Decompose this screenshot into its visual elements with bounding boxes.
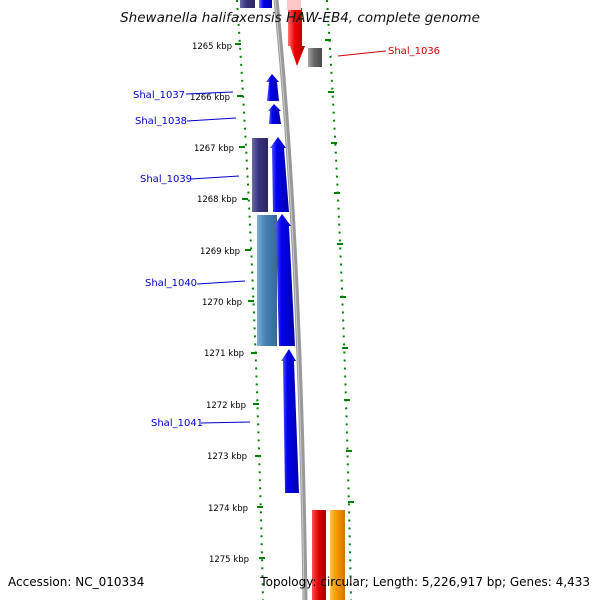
gene-block-top[interactable]: [259, 0, 272, 8]
genome-backbone-highlight: [274, 0, 305, 600]
gene-block-bottom-orange[interactable]: [330, 510, 345, 600]
cds-block-shal-1040[interactable]: [257, 215, 277, 346]
cds-block-top[interactable]: [240, 0, 255, 8]
tick-label-1270: 1270 kbp: [202, 298, 242, 308]
genome-summary-text: Topology: circular; Length: 5,226,917 bp…: [260, 575, 590, 589]
gene-top-shal-1036[interactable]: [287, 0, 301, 10]
cds-block-shal-1036[interactable]: [308, 48, 322, 67]
leader-line-shal-1038: [186, 117, 237, 122]
tick-label-1267: 1267 kbp: [194, 144, 234, 154]
tick-label-1269: 1269 kbp: [200, 247, 240, 257]
genome-title: Shewanella halifaxensis HAW-EB4, complet…: [120, 10, 480, 26]
leader-line-shal-1037: [185, 91, 234, 95]
accession-text: Accession: NC_010334: [8, 575, 145, 589]
tick-label-1268: 1268 kbp: [197, 195, 237, 205]
genome-backbone: [273, 0, 308, 600]
tick-label-1272: 1272 kbp: [206, 401, 246, 411]
tick-label-1265: 1265 kbp: [192, 42, 232, 52]
gene-label-shal-1041[interactable]: Shal_1041: [151, 418, 203, 429]
gene-arrow-shal-1041[interactable]: [281, 349, 299, 493]
gene-label-shal-1038[interactable]: Shal_1038: [135, 116, 187, 127]
gene-arrow-shal-1040[interactable]: [274, 214, 295, 346]
gene-label-shal-1040[interactable]: Shal_1040: [145, 278, 197, 289]
leader-line-shal-1036: [337, 50, 387, 57]
tick-label-1266: 1266 kbp: [190, 93, 230, 103]
leader-line-shal-1039: [190, 175, 240, 180]
left-major-ticks: [235, 43, 265, 559]
tick-label-1271: 1271 kbp: [204, 349, 244, 359]
gene-arrow-shal-1036[interactable]: [288, 8, 305, 66]
leader-line-shal-1041: [200, 421, 251, 424]
cds-block-shal-1039[interactable]: [252, 138, 268, 212]
leader-line-shal-1040: [196, 280, 246, 285]
gene-label-shal-1037[interactable]: Shal_1037: [133, 90, 185, 101]
tick-label-1275: 1275 kbp: [209, 555, 249, 565]
gene-label-shal-1039[interactable]: Shal_1039: [140, 174, 192, 185]
gene-arrow-shal-1038[interactable]: [268, 104, 281, 124]
gene-arrow-shal-1039[interactable]: [270, 137, 289, 212]
right-major-ticks: [325, 39, 354, 503]
tick-label-1274: 1274 kbp: [208, 504, 248, 514]
tick-label-1273: 1273 kbp: [207, 452, 247, 462]
gene-label-shal-1036[interactable]: Shal_1036: [388, 46, 440, 57]
gene-arrow-shal-1037[interactable]: [266, 74, 279, 101]
gene-block-bottom-red[interactable]: [312, 510, 326, 600]
